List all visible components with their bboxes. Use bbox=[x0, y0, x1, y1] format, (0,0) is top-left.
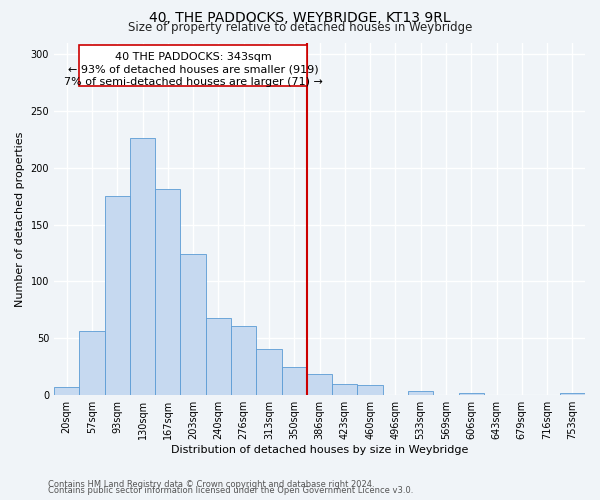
Bar bbox=[130, 138, 155, 395]
Bar bbox=[560, 393, 585, 395]
Text: ← 93% of detached houses are smaller (919): ← 93% of detached houses are smaller (91… bbox=[68, 64, 319, 74]
Bar bbox=[256, 348, 281, 395]
Text: Contains public sector information licensed under the Open Government Licence v3: Contains public sector information licen… bbox=[48, 486, 413, 495]
Bar bbox=[181, 254, 206, 395]
Bar bbox=[307, 374, 332, 395]
Text: 40 THE PADDOCKS: 343sqm: 40 THE PADDOCKS: 343sqm bbox=[115, 52, 271, 62]
Bar bbox=[104, 196, 130, 395]
Text: 7% of semi-detached houses are larger (71) →: 7% of semi-detached houses are larger (7… bbox=[64, 76, 323, 86]
Bar bbox=[408, 390, 433, 395]
Text: 40, THE PADDOCKS, WEYBRIDGE, KT13 9RL: 40, THE PADDOCKS, WEYBRIDGE, KT13 9RL bbox=[149, 11, 451, 25]
Bar bbox=[358, 385, 383, 395]
Bar bbox=[332, 384, 358, 395]
Text: Size of property relative to detached houses in Weybridge: Size of property relative to detached ho… bbox=[128, 21, 472, 34]
X-axis label: Distribution of detached houses by size in Weybridge: Distribution of detached houses by size … bbox=[171, 445, 468, 455]
Text: Contains HM Land Registry data © Crown copyright and database right 2024.: Contains HM Land Registry data © Crown c… bbox=[48, 480, 374, 489]
Bar bbox=[79, 45, 307, 86]
Bar bbox=[54, 387, 79, 395]
Y-axis label: Number of detached properties: Number of detached properties bbox=[15, 131, 25, 306]
Bar bbox=[231, 326, 256, 395]
Bar bbox=[155, 190, 181, 395]
Bar bbox=[281, 367, 307, 395]
Bar bbox=[79, 332, 104, 395]
Bar bbox=[206, 318, 231, 395]
Bar bbox=[458, 393, 484, 395]
